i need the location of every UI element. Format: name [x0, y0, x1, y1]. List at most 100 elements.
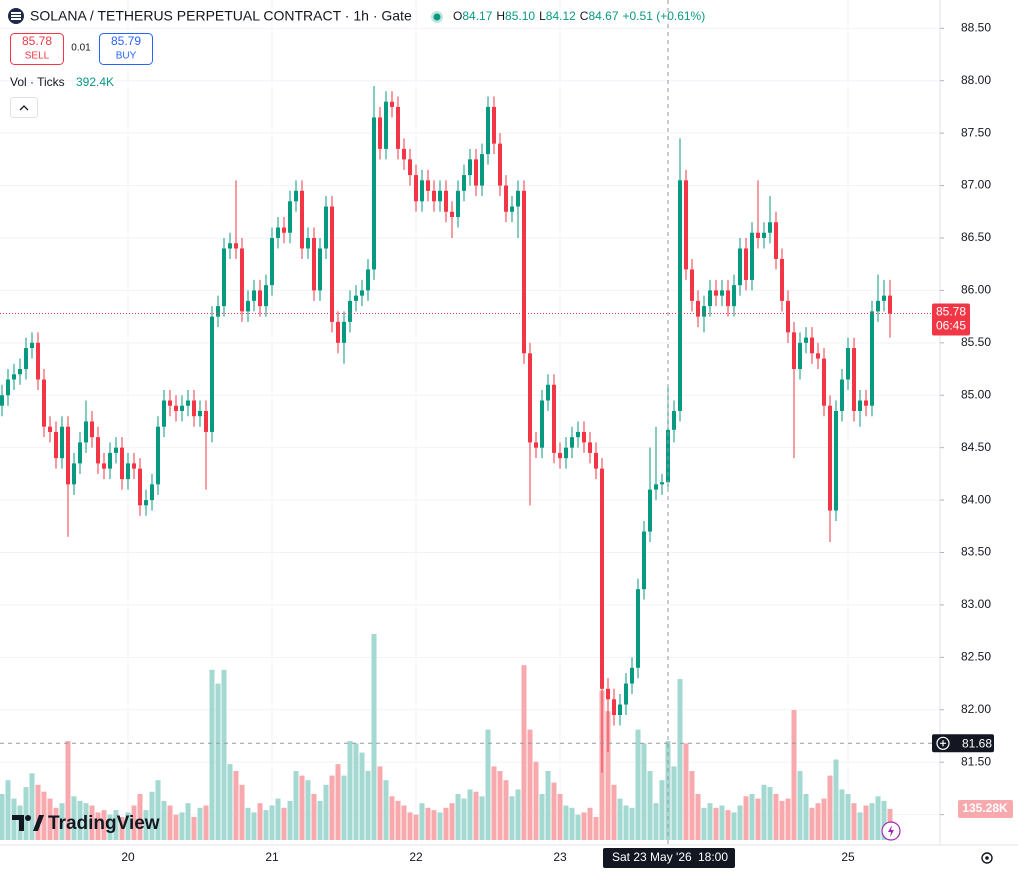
candle-body — [720, 290, 724, 296]
volume-bar — [779, 800, 785, 840]
candle-body — [516, 190, 520, 207]
candle-body — [174, 405, 178, 411]
candle-body — [504, 185, 508, 212]
crosshair-time: 18:00 — [698, 850, 728, 864]
volume-bar — [785, 798, 791, 840]
candle-body — [42, 379, 46, 427]
volume-bar — [155, 780, 161, 840]
volume-bar — [203, 805, 209, 840]
candle-body — [60, 426, 64, 459]
candle-body — [654, 484, 658, 490]
candle-body — [156, 426, 160, 485]
crosshair-date: Sat 23 May '26 — [612, 850, 692, 864]
volume-bar — [65, 741, 71, 840]
candle-body — [66, 426, 70, 485]
symbol-title[interactable]: SOLANA / TETHERUS PERPETUAL CONTRACT · 1… — [30, 8, 412, 24]
volume-bar — [377, 766, 383, 840]
candle-body — [252, 290, 256, 301]
candle-body — [624, 683, 628, 705]
volume-bar — [443, 807, 449, 840]
candle-body — [420, 180, 424, 202]
volume-bar — [605, 711, 611, 840]
volume-bar — [695, 794, 701, 840]
candle-body — [468, 159, 472, 176]
volume-bar — [23, 787, 29, 840]
x-tick-label: 21 — [265, 850, 279, 864]
volume-bar — [665, 741, 671, 840]
volume-bar — [467, 789, 473, 840]
collapse-button[interactable] — [10, 97, 38, 118]
candle-body — [798, 342, 802, 370]
volume-bar — [449, 803, 455, 840]
candle-body — [324, 206, 328, 249]
volume-bar — [569, 807, 575, 840]
volume-bar — [317, 800, 323, 840]
candle-body — [78, 442, 82, 464]
volume-bar — [47, 798, 53, 840]
candle-body — [762, 232, 766, 238]
volume-bar — [41, 791, 47, 840]
candle-body — [144, 500, 148, 506]
volume-bar — [593, 817, 599, 840]
candle-body — [792, 332, 796, 370]
ohlc-value: 84.12 — [546, 9, 576, 23]
volume-bar — [575, 814, 581, 840]
x-tick-label: 20 — [121, 850, 135, 864]
volume-bar — [689, 771, 695, 840]
volume-bar — [737, 805, 743, 840]
candle-body — [708, 290, 712, 307]
candle-body — [852, 348, 856, 411]
volume-bar — [563, 805, 569, 840]
candle-body — [276, 227, 280, 238]
buy-button[interactable] — [99, 33, 153, 65]
candle-body — [354, 295, 358, 301]
volume-bar — [275, 798, 281, 840]
volume-bar — [293, 771, 299, 840]
volume-bar — [287, 800, 293, 840]
volume-bar — [419, 803, 425, 840]
y-tick-label: 82.00 — [961, 702, 991, 716]
volume-bar — [701, 807, 707, 840]
volume-bar — [185, 803, 191, 840]
candle-body — [570, 437, 574, 448]
volume-bar — [641, 743, 647, 840]
candle-body — [750, 232, 754, 280]
candle-body — [816, 353, 820, 359]
volume-bar — [713, 807, 719, 840]
candle-body — [744, 248, 748, 280]
status-dot — [433, 13, 441, 21]
sell-button[interactable] — [10, 33, 64, 65]
volume-bar — [497, 771, 503, 840]
volume-bar — [761, 784, 767, 840]
candle-body — [528, 353, 532, 443]
buy-price: 85.79 — [111, 34, 141, 48]
volume-bar — [863, 805, 869, 840]
volume-bar — [209, 669, 215, 840]
candle-body — [6, 379, 10, 396]
candle-body — [240, 248, 244, 312]
logo-mark-slash — [33, 815, 44, 831]
buy-label: BUY — [116, 51, 137, 62]
candle-body — [876, 300, 880, 312]
volume-bar — [311, 794, 317, 840]
ohlc-value: 84.17 — [462, 9, 492, 23]
volume-bar — [659, 780, 665, 840]
candle-body — [480, 154, 484, 186]
volume-bar — [749, 794, 755, 840]
candle-body — [660, 482, 664, 485]
candle-body — [864, 400, 868, 406]
ohlc-value: 84.67 — [588, 9, 618, 23]
volume-bar — [239, 784, 245, 840]
settings-icon[interactable] — [981, 852, 993, 864]
y-tick-label: 84.50 — [961, 440, 991, 454]
candle-body — [282, 227, 286, 233]
volume-bar — [821, 798, 827, 840]
candle-body — [54, 431, 58, 459]
candle-body — [450, 211, 454, 218]
volume-bar — [329, 775, 335, 840]
ohlc-change: +0.51 (+0.61%) — [623, 9, 706, 23]
candle-body — [564, 447, 568, 459]
volume-bar — [845, 794, 851, 840]
candle-body — [492, 106, 496, 144]
volume-bar — [551, 782, 557, 840]
